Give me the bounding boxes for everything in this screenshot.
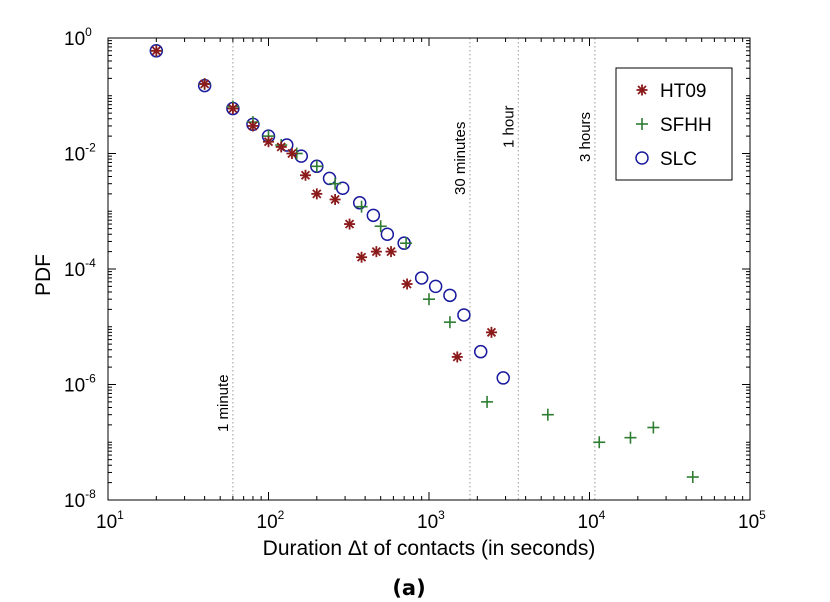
data-point-ht09 bbox=[311, 188, 323, 200]
data-point-ht09 bbox=[344, 218, 356, 230]
x-tick-label: 101 bbox=[96, 508, 124, 533]
data-point-sfhh bbox=[329, 177, 342, 190]
data-point-sfhh bbox=[355, 200, 368, 213]
reference-line-label: 30 minutes bbox=[452, 122, 469, 195]
reference-line-label: 1 minute bbox=[215, 374, 232, 432]
data-point-ht09 bbox=[329, 193, 341, 205]
legend-marker-sfhh bbox=[636, 118, 648, 130]
data-point-sfhh bbox=[423, 293, 435, 306]
y-tick-label: 10-4 bbox=[64, 256, 96, 281]
data-point-slc bbox=[473, 344, 488, 359]
data-point-ht09 bbox=[263, 136, 274, 148]
reference-line-label: 3 hours bbox=[577, 112, 594, 162]
data-point-sfhh bbox=[481, 395, 494, 408]
data-point-slc bbox=[414, 271, 429, 285]
data-point-sfhh bbox=[400, 237, 413, 250]
legend-marker-slc bbox=[635, 151, 649, 165]
series-ht09 bbox=[150, 45, 497, 363]
data-point-ht09 bbox=[485, 326, 497, 338]
x-tick-label: 102 bbox=[257, 508, 285, 533]
data-point-sfhh bbox=[541, 408, 554, 421]
plot-frame bbox=[107, 37, 751, 501]
data-point-slc bbox=[428, 279, 443, 294]
tick-labels: 101 102 103 104 105 100 10-2 10-4 10-6 10-8 bbox=[64, 25, 766, 533]
data-point-ht09 bbox=[451, 351, 463, 363]
data-point-slc bbox=[366, 208, 381, 223]
data-point-ht09 bbox=[275, 141, 287, 153]
figure-caption: (a) bbox=[392, 576, 425, 600]
data-point-ht09 bbox=[385, 246, 397, 258]
data-point-ht09 bbox=[150, 45, 162, 57]
legend-box bbox=[615, 67, 733, 181]
legend-label-slc: SLC bbox=[660, 149, 697, 170]
data-point-sfhh bbox=[686, 471, 699, 484]
data-point-ht09 bbox=[401, 278, 413, 290]
data-point-slc bbox=[457, 308, 471, 322]
data-point-slc bbox=[496, 371, 510, 385]
data-point-ht09 bbox=[370, 246, 382, 258]
data-point-ht09 bbox=[227, 103, 239, 115]
data-point-ht09 bbox=[199, 78, 211, 90]
legend-label-ht09: HT09 bbox=[660, 81, 706, 102]
x-tick-label: 103 bbox=[417, 508, 445, 533]
data-point-ht09 bbox=[299, 169, 311, 181]
data-point-slc bbox=[443, 288, 457, 303]
data-point-sfhh bbox=[624, 431, 637, 444]
data-point-slc bbox=[352, 196, 367, 210]
data-point-ht09 bbox=[356, 251, 368, 263]
data-point-slc bbox=[380, 227, 395, 241]
data-point-sfhh bbox=[310, 160, 323, 173]
data-point-slc bbox=[335, 181, 350, 196]
legend-label-sfhh: SFHH bbox=[660, 115, 712, 136]
data-points bbox=[149, 44, 699, 484]
y-axis-label: PDF bbox=[32, 254, 55, 296]
data-point-sfhh bbox=[647, 421, 660, 434]
data-point-sfhh bbox=[443, 316, 456, 329]
data-point-ht09 bbox=[247, 120, 259, 132]
reference-line-labels: 1 minute 30 minutes 1 hour 3 hours bbox=[215, 105, 594, 432]
data-point-ht09 bbox=[286, 148, 298, 159]
y-tick-label: 10-2 bbox=[64, 141, 96, 166]
x-tick-label: 104 bbox=[578, 508, 606, 533]
data-point-sfhh bbox=[593, 436, 606, 449]
x-axis-label: Duration Δt of contacts (in seconds) bbox=[263, 537, 596, 560]
x-tick-label: 105 bbox=[738, 508, 766, 533]
legend: HT09 SFHH SLC bbox=[615, 67, 733, 181]
y-tick-label: 10-6 bbox=[64, 372, 96, 397]
reference-line-label: 1 hour bbox=[500, 105, 517, 148]
legend-marker-ht09 bbox=[636, 84, 648, 96]
y-tick-label: 10-8 bbox=[64, 487, 96, 512]
data-point-sfhh bbox=[374, 220, 387, 233]
y-tick-label: 100 bbox=[64, 25, 92, 50]
